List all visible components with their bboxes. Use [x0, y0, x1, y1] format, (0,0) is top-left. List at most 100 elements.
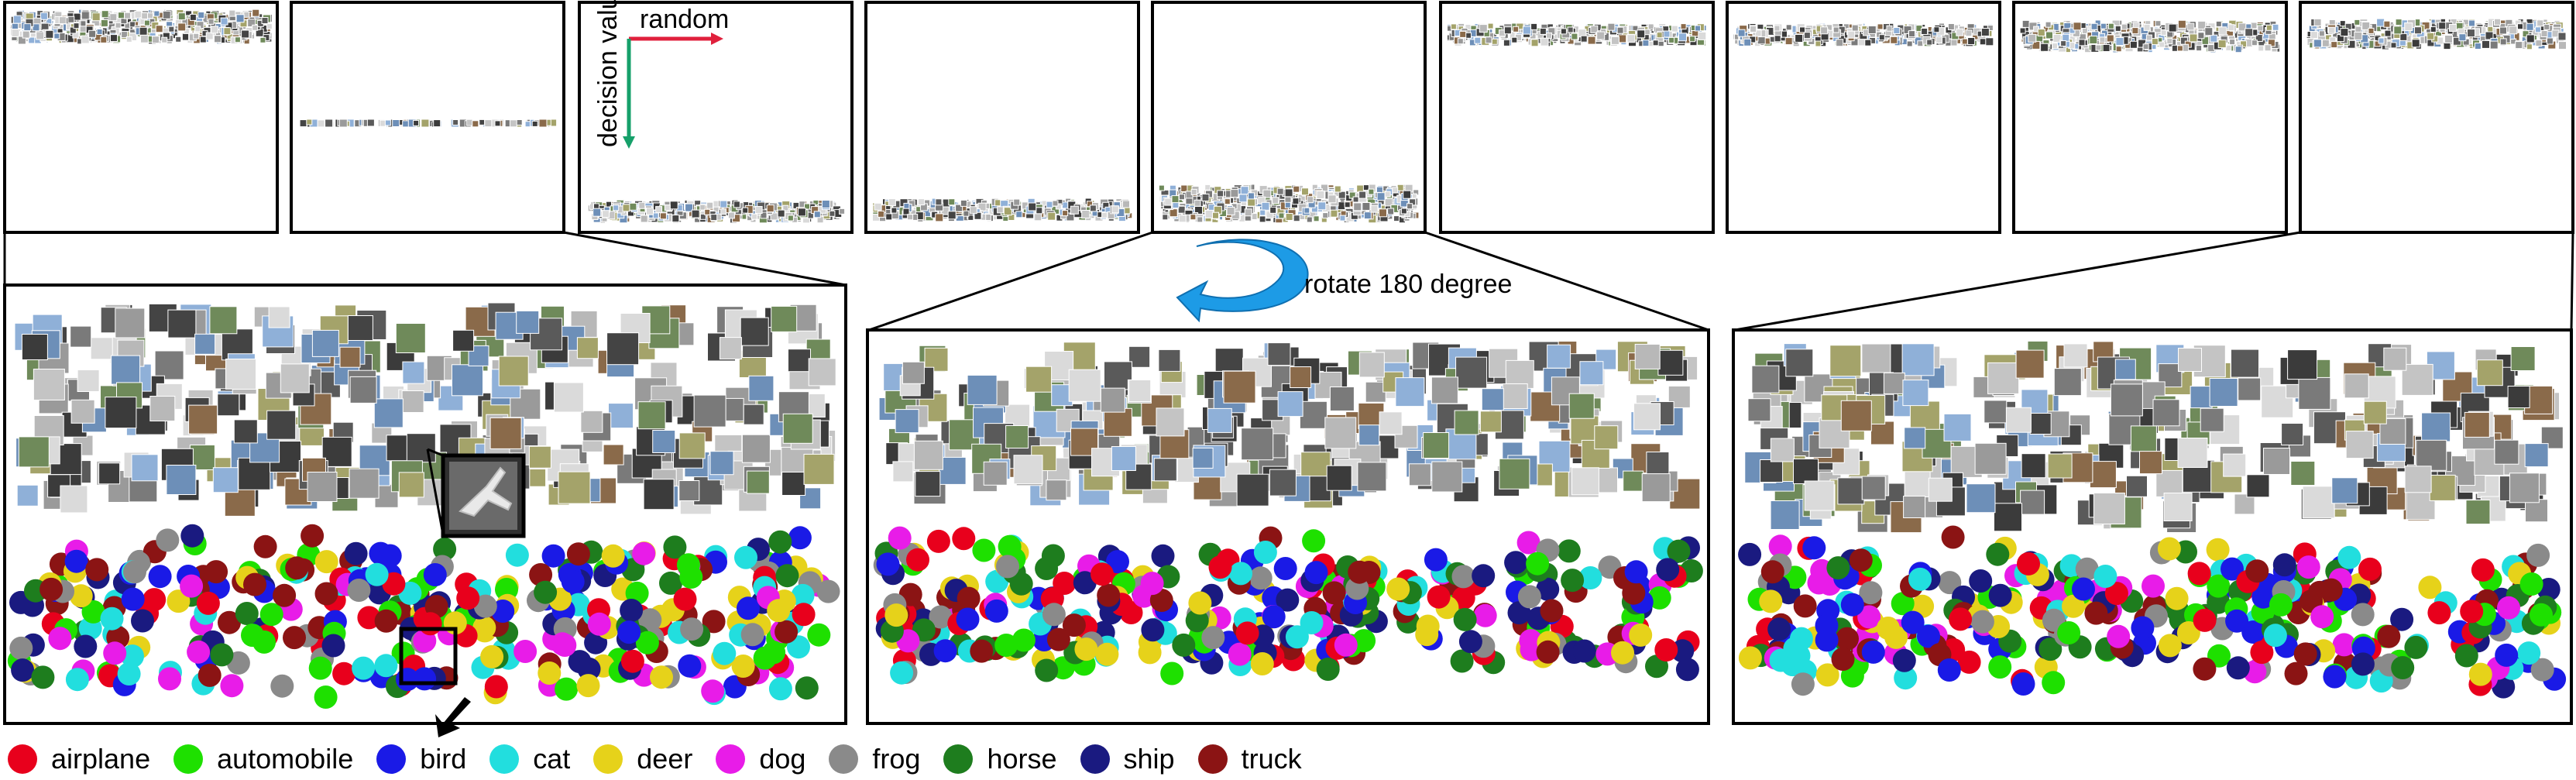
data-point	[663, 535, 687, 559]
image-thumbnail	[181, 33, 190, 41]
image-thumbnail	[2465, 500, 2491, 525]
data-point	[2131, 616, 2155, 640]
data-point	[480, 644, 504, 668]
data-point	[2017, 551, 2040, 576]
thumbnail-band	[872, 198, 1133, 222]
image-thumbnail	[109, 13, 118, 22]
data-point	[2084, 601, 2108, 625]
image-thumbnail	[241, 29, 250, 39]
image-thumbnail	[384, 119, 391, 126]
image-thumbnail	[558, 471, 591, 504]
image-thumbnail	[1269, 206, 1277, 214]
image-thumbnail	[252, 9, 260, 17]
data-point	[2062, 594, 2085, 618]
data-point	[1768, 534, 1792, 558]
image-thumbnail	[69, 26, 77, 34]
image-thumbnail	[782, 204, 789, 211]
data-point	[792, 603, 816, 627]
image-thumbnail	[1194, 199, 1201, 207]
image-thumbnail	[1502, 383, 1528, 409]
image-thumbnail	[88, 29, 97, 38]
image-thumbnail	[1240, 186, 1249, 195]
image-thumbnail	[2158, 363, 2183, 388]
image-thumbnail	[2110, 383, 2143, 417]
data-point	[2319, 578, 2343, 602]
image-thumbnail	[1503, 39, 1510, 46]
image-thumbnail	[1056, 408, 1080, 432]
data-point	[1760, 560, 1784, 584]
image-thumbnail	[479, 119, 486, 125]
image-thumbnail	[1431, 461, 1463, 493]
image-thumbnail	[1568, 393, 1595, 419]
data-point	[561, 569, 585, 593]
image-thumbnail	[699, 204, 706, 211]
data-point	[970, 639, 994, 663]
image-thumbnail	[1540, 37, 1549, 46]
thumbnail-band	[299, 119, 558, 128]
image-thumbnail	[60, 485, 88, 514]
image-thumbnail	[1423, 432, 1450, 459]
data-point	[2351, 603, 2375, 627]
image-thumbnail	[516, 119, 523, 125]
image-thumbnail	[17, 36, 26, 45]
data-point	[1035, 658, 1059, 682]
image-thumbnail	[402, 120, 410, 128]
data-point	[2245, 559, 2269, 583]
image-thumbnail	[143, 19, 150, 26]
image-thumbnail	[1192, 447, 1214, 469]
image-thumbnail	[1917, 40, 1924, 47]
data-point	[1262, 605, 1286, 629]
image-thumbnail	[1754, 29, 1762, 37]
image-thumbnail	[261, 17, 269, 24]
image-thumbnail	[1571, 467, 1599, 496]
data-point	[791, 583, 815, 607]
data-point	[1988, 583, 2012, 607]
image-thumbnail	[1384, 191, 1391, 198]
data-point	[1285, 625, 1309, 649]
data-point	[952, 527, 976, 551]
data-point	[314, 550, 338, 574]
image-thumbnail	[325, 119, 334, 128]
image-thumbnail	[147, 12, 153, 19]
data-point	[11, 658, 35, 682]
image-thumbnail	[2209, 378, 2238, 407]
data-point	[1141, 618, 1165, 642]
image-thumbnail	[918, 198, 926, 206]
image-thumbnail	[70, 325, 92, 348]
image-thumbnail	[1025, 366, 1053, 393]
data-point	[2293, 642, 2317, 666]
image-thumbnail	[888, 198, 896, 207]
image-thumbnail	[2404, 466, 2432, 493]
image-thumbnail	[948, 198, 956, 206]
data-point	[2296, 555, 2320, 579]
image-thumbnail	[659, 212, 667, 220]
data-point	[972, 538, 996, 562]
data-point	[957, 586, 981, 610]
image-thumbnail	[338, 119, 348, 128]
image-thumbnail	[1365, 381, 1386, 403]
decision-axis-label: decision value	[593, 0, 623, 147]
image-thumbnail	[1158, 349, 1181, 372]
data-point	[1235, 621, 1259, 645]
axis-indicator: random decision value	[593, 0, 729, 149]
image-thumbnail	[678, 432, 706, 459]
data-point	[1767, 617, 1791, 641]
data-point	[2225, 609, 2249, 633]
data-point	[418, 612, 442, 636]
image-thumbnail	[1861, 476, 1886, 500]
image-thumbnail	[1171, 195, 1180, 204]
image-thumbnail	[1904, 471, 1931, 497]
image-thumbnail	[509, 119, 517, 128]
data-point	[131, 609, 154, 633]
data-point	[541, 544, 565, 568]
image-thumbnail	[395, 323, 426, 353]
image-thumbnail	[79, 25, 87, 33]
zoom-line	[1424, 231, 1709, 332]
data-point	[273, 583, 297, 607]
data-point	[2072, 577, 2095, 601]
data-point	[529, 563, 553, 586]
image-thumbnail	[891, 207, 898, 214]
image-thumbnail	[12, 15, 22, 24]
data-point	[1793, 594, 1817, 618]
image-thumbnail	[1128, 380, 1152, 402]
